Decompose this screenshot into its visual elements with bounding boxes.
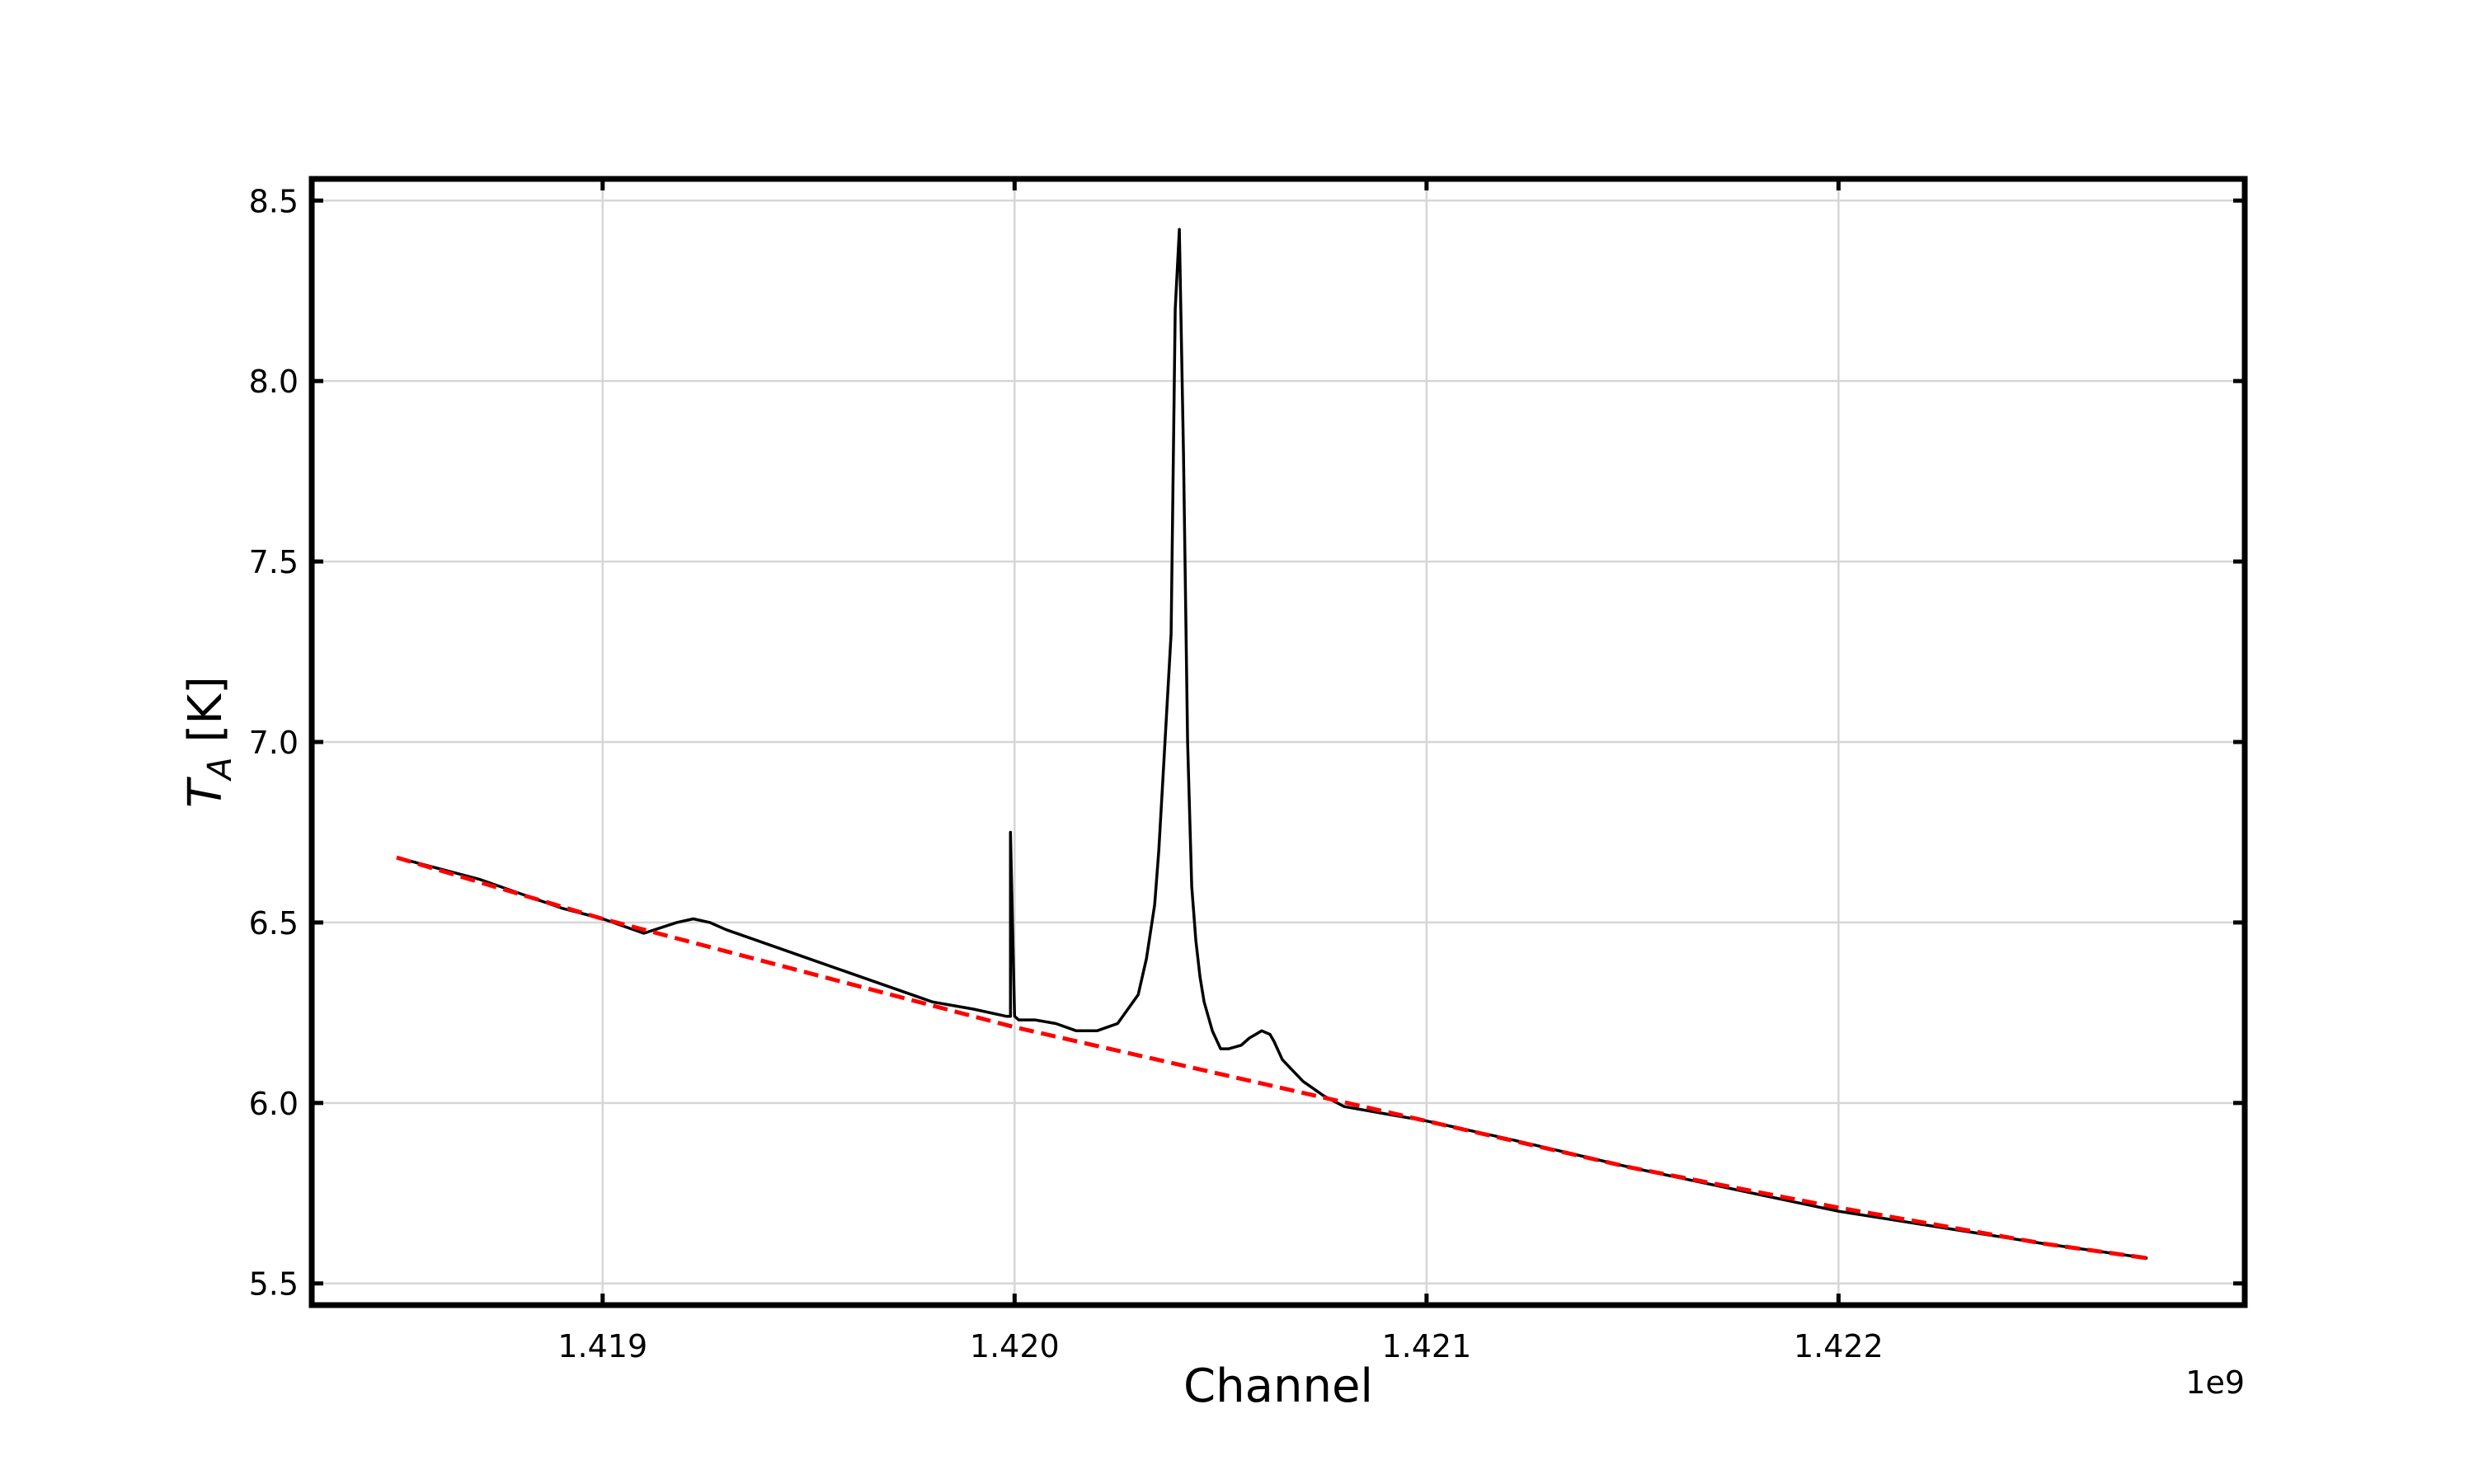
x-tick-label: 1.421 — [1381, 1328, 1471, 1364]
y-tick-label: 7.5 — [249, 544, 299, 580]
y-tick-label: 7.0 — [249, 725, 299, 761]
y-tick-label: 5.5 — [249, 1266, 299, 1303]
y-tick-label: 8.5 — [249, 183, 299, 219]
x-axis-offset-label: 1e9 — [2185, 1364, 2245, 1401]
y-axis-label-sub: A — [201, 757, 239, 782]
baseline-fit-line — [396, 855, 2148, 1261]
y-axis-label: TA [K] — [179, 676, 239, 808]
y-axis-label-unit: [K] — [179, 676, 233, 757]
spectrum-line — [396, 228, 2148, 1260]
x-tick-label: 1.420 — [970, 1328, 1060, 1364]
y-tick-label: 6.5 — [249, 905, 299, 942]
x-tick-label: 1.422 — [1794, 1328, 1884, 1364]
y-tick-label: 6.0 — [249, 1086, 299, 1122]
grid — [312, 179, 2245, 1305]
x-axis-label: Channel — [1183, 1360, 1373, 1413]
y-tick-label: 8.0 — [249, 364, 299, 400]
series-layer — [396, 228, 2148, 1261]
ticks: 1.419 1.420 1.421 1.422 5.5 6.0 6.5 7.0 7.5 8.0 8.… — [249, 179, 2245, 1364]
y-axis-label-main: T — [179, 777, 233, 808]
x-tick-label: 1.419 — [557, 1328, 647, 1364]
